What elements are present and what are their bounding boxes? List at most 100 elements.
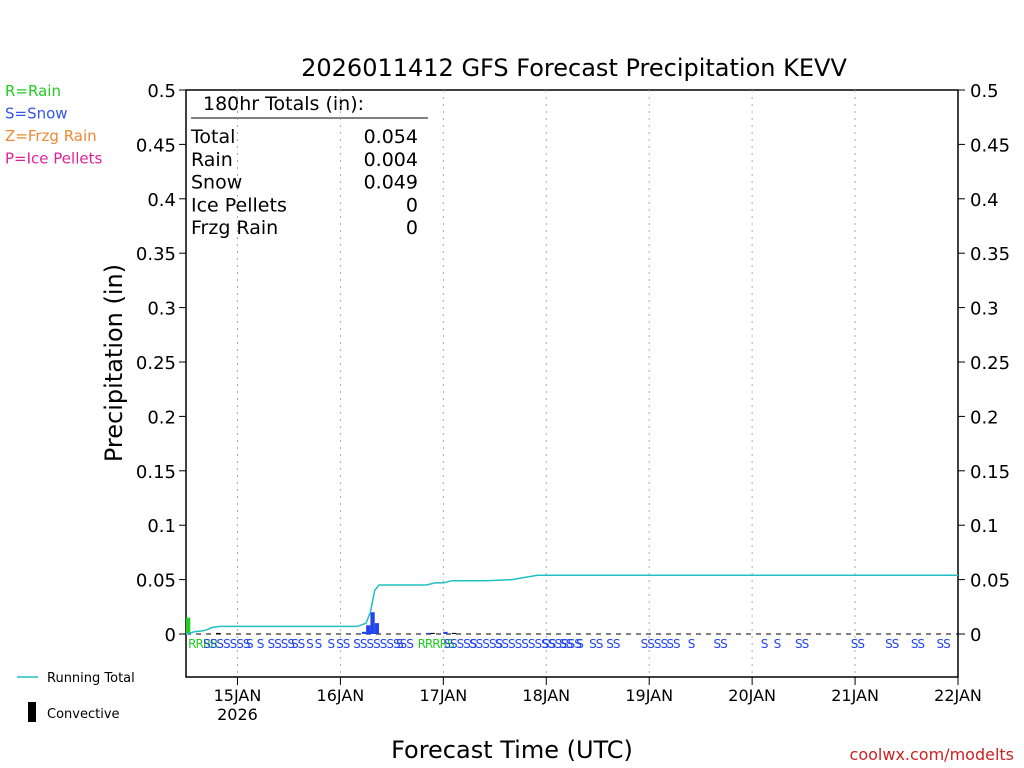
ptype-marker: SS	[291, 637, 305, 651]
y-tick-label-left: 0.2	[147, 407, 176, 428]
y-tick-label-left: 0	[165, 625, 176, 646]
y-tick-label-left: 0.45	[136, 135, 176, 156]
totals-row-label: Total	[190, 126, 235, 148]
ptype-marker: SS	[589, 637, 603, 651]
ptype-marker: SS	[937, 637, 951, 651]
chart-title: 2026011412 GFS Forecast Precipitation KE…	[301, 54, 847, 82]
x-tick-label: 16JAN	[317, 686, 365, 705]
y-tick-label-right: 0.45	[970, 135, 1010, 156]
y-axis-label: Precipitation (in)	[100, 264, 128, 462]
precip-type-legend-item: P=Ice Pellets	[5, 150, 102, 168]
y-tick-label-right: 0.1	[970, 516, 999, 537]
convective-legend-swatch	[28, 702, 36, 722]
y-tick-label-left: 0.1	[147, 516, 176, 537]
y-tick-label-left: 0.4	[147, 190, 176, 211]
ptype-marker: S	[761, 637, 768, 651]
totals-row-label: Snow	[191, 172, 242, 194]
ptype-marker: RRRRS	[418, 637, 454, 651]
y-tick-label-left: 0.35	[136, 244, 176, 265]
ptype-marker: S	[774, 637, 781, 651]
x-tick-label: 21JAN	[831, 686, 879, 705]
ptype-marker: S	[328, 637, 335, 651]
ptype-marker: S	[688, 637, 695, 651]
y-tick-label-left: 0.25	[136, 353, 176, 374]
precip-bar-snow	[426, 632, 431, 634]
x-tick-label: 18JAN	[522, 686, 570, 705]
ptype-marker: SSSSSSS	[203, 637, 250, 651]
precip-type-legend: R=Rain S=Snow Z=Frzg Rain P=Ice Pellets	[5, 82, 102, 168]
ptype-marker: S	[257, 637, 264, 651]
y-tick-label-right: 0	[970, 625, 981, 646]
y-tick-label-left: 0.5	[147, 81, 176, 102]
ptype-marker: SS	[559, 637, 573, 651]
y-axis: 0 00.05 0.050.1 0.10.15 0.150.2 0.20.25 0.250.…	[136, 81, 1010, 646]
y-tick-label-right: 0.25	[970, 353, 1010, 374]
precip-bar-convective	[430, 632, 435, 634]
precip-bar-snow	[361, 631, 367, 634]
ptype-marker: S	[315, 637, 322, 651]
totals-row-label: Rain	[191, 149, 233, 171]
running-total-legend-label: Running Total	[47, 671, 135, 686]
precip-bar-rain	[186, 617, 191, 634]
ptype-marker: S	[246, 637, 253, 651]
x-axis-label: Forecast Time (UTC)	[391, 736, 633, 764]
plot-frame	[185, 89, 959, 678]
grid-lines	[186, 90, 958, 677]
ptype-marker: SS	[606, 637, 620, 651]
totals-rows: Total 0.054 Rain 0.004 Snow 0.049 Ice Pellets 0…	[190, 126, 418, 239]
totals-row-value: 0.054	[364, 126, 418, 148]
x-tick-label: 20JAN	[728, 686, 776, 705]
ptype-marker: SSSSS	[443, 637, 476, 651]
ptype-marker: SS	[851, 637, 865, 651]
credit-text: coolwx.com/modelts	[850, 745, 1014, 764]
precip-bar-convective	[216, 632, 221, 634]
y-tick-label-left: 0.15	[136, 462, 176, 483]
y-tick-label-right: 0.5	[970, 81, 999, 102]
running-total-line	[185, 574, 958, 635]
ptype-marker: SSSS	[641, 637, 668, 651]
ptype-marker: SS	[542, 637, 556, 651]
convective-legend-label: Convective	[47, 707, 120, 722]
x-tick-sublabel: 2026	[217, 705, 258, 724]
x-tick-label: 17JAN	[419, 686, 467, 705]
ptype-marker: RRRR	[188, 637, 218, 651]
y-tick-label-left: 0.3	[147, 299, 176, 320]
ptype-marker: SSSS	[267, 637, 294, 651]
precip-bar-snow	[366, 625, 371, 634]
totals-row-value: 0	[406, 194, 418, 216]
x-tick-label: 22JAN	[934, 686, 982, 705]
precip-bar-snow	[443, 631, 448, 634]
y-tick-label-right: 0.35	[970, 244, 1010, 265]
totals-box: 180hr Totals (in): Total 0.054 Rain 0.004 Sn…	[190, 93, 428, 239]
totals-row-value: 0	[406, 217, 418, 239]
precip-type-legend-item: Z=Frzg Rain	[5, 127, 97, 145]
totals-row-label: Frzg Rain	[191, 217, 278, 239]
totals-row-label: Ice Pellets	[191, 194, 287, 216]
y-tick-label-right: 0.15	[970, 462, 1010, 483]
ptype-marker: SS	[714, 637, 728, 651]
ptype-marker: S	[306, 637, 313, 651]
precip-bar-snow	[374, 623, 379, 634]
ptype-marker: SSSSSSSSSSSSS	[495, 637, 581, 651]
ptype-marker: S	[576, 637, 583, 651]
x-tick-label: 15JAN	[214, 686, 262, 705]
y-tick-label-right: 0.05	[970, 571, 1010, 592]
precip-bars	[186, 612, 457, 634]
y-tick-label-right: 0.3	[970, 299, 999, 320]
ptype-marker: SS	[336, 637, 350, 651]
ptype-marker: SSSSS	[469, 637, 502, 651]
ptype-marker: SS	[795, 637, 809, 651]
totals-row-value: 0.049	[364, 172, 418, 194]
ptype-marker: SSSSSSSSS	[353, 637, 413, 651]
y-tick-label-left: 0.05	[136, 571, 176, 592]
ptype-marker: SS	[911, 637, 925, 651]
ptype-marker: S	[396, 637, 403, 651]
precip-bar-snow	[370, 612, 375, 634]
y-tick-label-right: 0.2	[970, 407, 999, 428]
ptype-marker: SS	[666, 637, 680, 651]
precip-type-legend-item: R=Rain	[5, 82, 61, 100]
precip-bar-convective	[451, 632, 457, 634]
